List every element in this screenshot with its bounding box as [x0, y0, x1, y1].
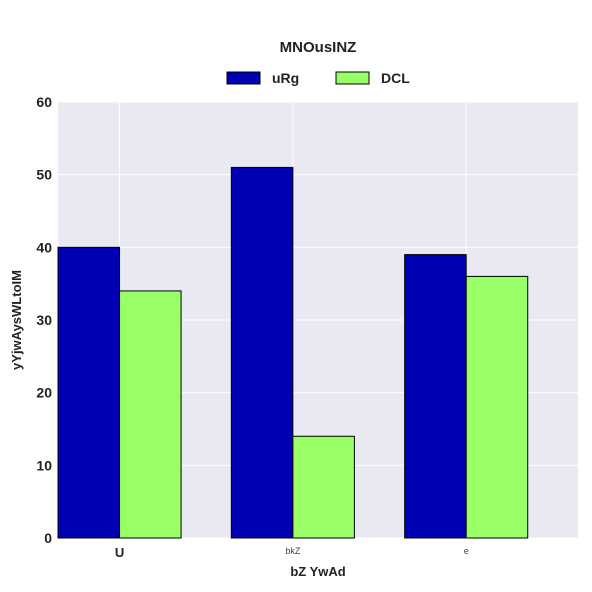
x-tick-label: bkZ [285, 546, 301, 556]
y-axis-label: yYjwAysWLtoIM [9, 270, 24, 370]
legend-label-series-2: DCL [381, 70, 410, 86]
x-tick-label: U [115, 545, 124, 560]
legend-label-series-1: uRg [272, 70, 299, 86]
y-tick-label: 30 [36, 312, 52, 328]
bar-series-2-2 [465, 275, 529, 539]
y-tick-label: 60 [36, 94, 52, 110]
bar-series-1-0 [57, 246, 121, 539]
y-tick-label: 10 [36, 457, 52, 473]
y-tick-label: 40 [36, 239, 52, 255]
bars [57, 166, 529, 539]
x-axis-label: bZ YwAd [290, 564, 345, 579]
bar-series-1-2 [404, 254, 467, 539]
bar-series-1-1 [230, 166, 294, 539]
legend-swatch-series-2 [335, 71, 370, 85]
y-axis-ticks: 0 10 20 30 40 50 60 [36, 94, 52, 546]
bar-series-2-1 [292, 435, 355, 539]
chart-title: MNOusINZ [280, 39, 357, 56]
y-tick-label: 0 [44, 530, 52, 546]
y-tick-label: 20 [36, 385, 52, 401]
bar-series-2-0 [119, 290, 182, 539]
x-tick-label: e [464, 546, 469, 556]
legend-swatch-series-1 [226, 71, 261, 85]
y-tick-label: 50 [36, 167, 52, 183]
legend: uRg DCL [226, 70, 410, 86]
